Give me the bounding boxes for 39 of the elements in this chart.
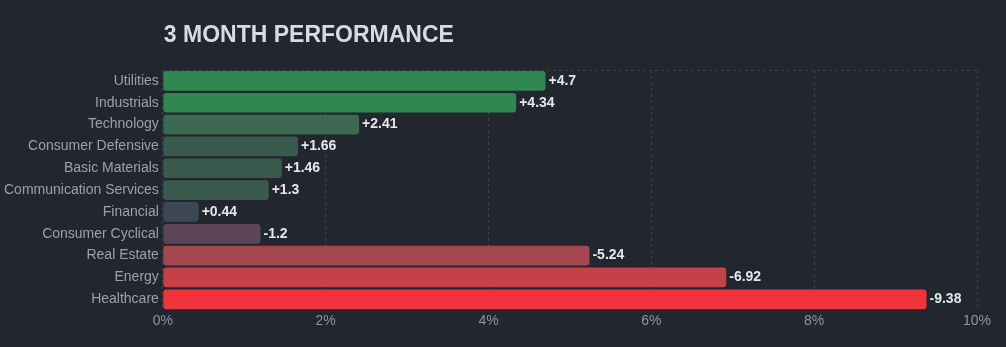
y-tick-label: Technology <box>88 115 159 132</box>
y-tick-label: Consumer Defensive <box>28 137 160 154</box>
bar <box>163 245 590 266</box>
bar <box>163 180 269 200</box>
x-tick-label: 2% <box>315 312 336 329</box>
bar <box>163 71 546 91</box>
data-label: -9.38 <box>929 290 962 307</box>
data-label: +1.46 <box>284 159 321 176</box>
data-label: -6.92 <box>729 268 762 285</box>
bar <box>163 114 360 135</box>
bar <box>163 136 298 157</box>
y-tick-label: Basic Materials <box>63 159 159 176</box>
x-tick-label: 6% <box>641 312 662 329</box>
bar <box>163 289 927 310</box>
y-tick-label: Financial <box>102 202 159 219</box>
y-tick-label: Industrials <box>95 93 159 110</box>
y-tick-label: Healthcare <box>91 290 160 307</box>
x-tick-label: 8% <box>804 312 825 329</box>
data-label: +1.3 <box>271 180 300 197</box>
data-label: -5.24 <box>592 246 625 263</box>
data-label: +1.66 <box>300 137 337 154</box>
bar <box>163 158 282 179</box>
chart-title: 3 MONTH PERFORMANCE <box>163 21 454 48</box>
bar <box>163 92 517 113</box>
y-tick-label: Energy <box>114 268 159 285</box>
y-tick-label: Consumer Cyclical <box>42 224 159 241</box>
bar <box>163 267 727 288</box>
data-label: +0.44 <box>201 202 238 219</box>
y-tick-label: Communication Services <box>3 180 159 197</box>
data-label: +4.34 <box>519 93 555 110</box>
data-label: +2.41 <box>362 115 398 132</box>
x-tick-label: 4% <box>478 312 499 329</box>
x-tick-label: 0% <box>152 312 173 329</box>
data-label: +4.7 <box>548 71 577 88</box>
y-tick-label: Real Estate <box>86 246 160 263</box>
x-tick-label: 10% <box>962 312 992 329</box>
bar <box>163 223 261 244</box>
data-label: -1.2 <box>263 224 288 241</box>
y-tick-label: Utilities <box>113 71 159 88</box>
